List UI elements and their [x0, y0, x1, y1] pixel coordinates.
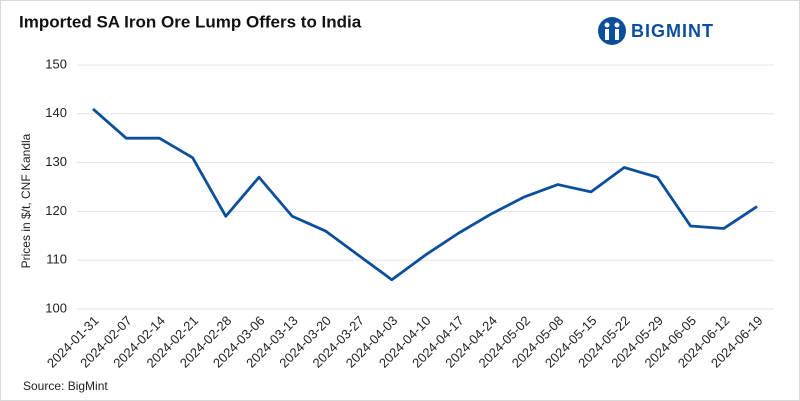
y-tick-label: 100: [45, 300, 67, 315]
source-note: Source: BigMint: [23, 379, 108, 393]
y-tick-label: 150: [45, 56, 67, 71]
y-tick-label: 110: [46, 252, 67, 267]
y-axis-label: Prices in $/t, CNF Kandla: [19, 133, 33, 268]
chart-title: Imported SA Iron Ore Lump Offers to Indi…: [19, 12, 362, 31]
logo-icon: [598, 17, 626, 45]
data-line: [92, 107, 758, 282]
logo-text: BIGMINT: [631, 21, 714, 41]
y-tick-label: 120: [45, 203, 67, 218]
logo: BIGMINT: [598, 17, 714, 45]
y-tick-label: 130: [45, 154, 67, 169]
y-tick-label: 140: [45, 105, 67, 120]
